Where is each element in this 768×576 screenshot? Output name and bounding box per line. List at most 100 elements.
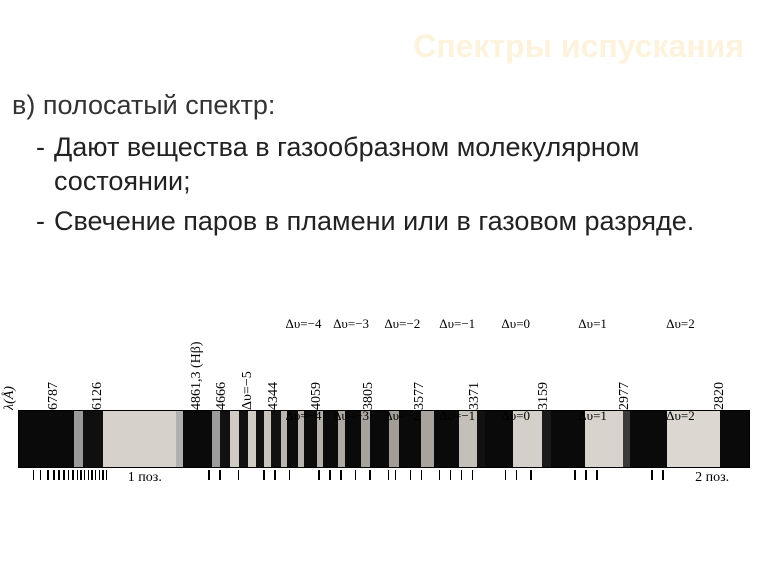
- scale-tick: [263, 470, 265, 480]
- wavelength-label: 2977: [617, 382, 633, 410]
- scale-tick: [439, 470, 441, 480]
- axis-label: λ(Å): [2, 386, 18, 410]
- scale-tick: [47, 470, 49, 480]
- spectrum-band: [630, 411, 667, 467]
- delta-v-label: Δυ=2: [666, 316, 695, 332]
- wavelength-label: 4861,3 (Hβ): [189, 341, 205, 410]
- bullet-item: Дают вещества в газообразном молекулярно…: [36, 131, 748, 199]
- scale-tick: [84, 470, 86, 480]
- scale-tick: [318, 470, 320, 480]
- scale-tick: [72, 470, 74, 480]
- content-block: в) полосатый спектр: Дают вещества в газ…: [12, 90, 748, 244]
- scale-tick: [410, 470, 412, 480]
- wavelength-label: 2820: [712, 382, 728, 410]
- scale-tick: [388, 470, 390, 480]
- spectrum-band: [19, 411, 74, 467]
- scale-tick: [530, 470, 532, 480]
- delta-v-label: Δυ=1: [578, 408, 607, 424]
- scale-tick: [53, 470, 55, 480]
- spectrum-band: [720, 411, 749, 467]
- delta-v-label: Δυ=−4: [285, 408, 321, 424]
- scale-tick: [505, 470, 507, 480]
- wavelength-label: 3577: [412, 382, 428, 410]
- wavelength-label: 4344: [266, 382, 282, 410]
- delta-v-label: Δυ=−1: [439, 316, 475, 332]
- scale-tick: [33, 470, 35, 480]
- scale-tick: [88, 470, 90, 480]
- scale-tick: [662, 470, 664, 480]
- scale-tick: [355, 470, 357, 480]
- scale-tick: [289, 470, 291, 480]
- spectrum-band: [271, 411, 281, 467]
- spectrum-band: [176, 411, 183, 467]
- scale-tick: [58, 470, 60, 480]
- wavelength-label: 3371: [467, 382, 483, 410]
- wavelength-labels-row: λ(Å) 678761264861,3 (Hβ)4666Δυ=−54344405…: [18, 330, 750, 410]
- spectrum-band: [103, 411, 176, 467]
- scale-tick: [99, 470, 101, 480]
- scale-label-2: 2 поз.: [695, 470, 729, 486]
- scale-tick: [472, 470, 474, 480]
- scale-tick: [63, 470, 65, 480]
- scale-row: 1 поз. 2 поз.: [18, 470, 750, 490]
- scale-tick: [329, 470, 331, 480]
- spectrum-band: [248, 411, 255, 467]
- scale-tick: [585, 470, 587, 480]
- spectrum-band: [183, 411, 212, 467]
- delta-v-label: Δυ=−4: [285, 316, 321, 332]
- wavelength-label: 6126: [90, 382, 106, 410]
- scale-tick: [596, 470, 598, 480]
- scale-tick: [516, 470, 518, 480]
- wavelength-label: 3805: [361, 382, 377, 410]
- scale-tick: [238, 470, 240, 480]
- spectrum-band: [542, 411, 551, 467]
- slide-title: Спектры испускания: [413, 28, 744, 65]
- delta-v-label: Δυ=−2: [384, 316, 420, 332]
- spectrum-band: [256, 411, 265, 467]
- scale-tick: [102, 470, 104, 480]
- scale-tick: [340, 470, 342, 480]
- scale-tick: [208, 470, 210, 480]
- spectrum-figure: λ(Å) 678761264861,3 (Hβ)4666Δυ=−54344405…: [18, 330, 750, 490]
- spectrum-band: [264, 411, 271, 467]
- wavelength-label: Δυ=−5: [240, 371, 256, 410]
- delta-v-label: Δυ=−3: [333, 408, 369, 424]
- scale-tick: [80, 470, 82, 480]
- scale-tick: [274, 470, 276, 480]
- delta-v-label: Δυ=1: [578, 316, 607, 332]
- spectrum-band: [74, 411, 83, 467]
- section-heading: в) полосатый спектр:: [12, 90, 748, 121]
- scale-tick: [395, 470, 397, 480]
- spectrum-band: [230, 411, 239, 467]
- scale-tick: [95, 470, 97, 480]
- bullet-list: Дают вещества в газообразном молекулярно…: [12, 131, 748, 238]
- scale-tick: [421, 470, 423, 480]
- scale-tick: [219, 470, 221, 480]
- wavelength-label: 6787: [46, 382, 62, 410]
- bullet-item: Свечение паров в пламени или в газовом р…: [36, 205, 748, 239]
- spectrum-band: [83, 411, 103, 467]
- scale-tick: [450, 470, 452, 480]
- delta-v-label: Δυ=2: [666, 408, 695, 424]
- scale-tick: [574, 470, 576, 480]
- scale-tick: [461, 470, 463, 480]
- spectrum-band: [212, 411, 219, 467]
- wavelength-label: 4666: [214, 382, 230, 410]
- spectrum-band: [623, 411, 630, 467]
- wavelength-label: 3159: [536, 382, 552, 410]
- delta-v-label: Δυ=−1: [439, 408, 475, 424]
- delta-v-label: Δυ=0: [501, 408, 530, 424]
- scale-label-1: 1 поз.: [128, 470, 162, 486]
- scale-tick: [369, 470, 371, 480]
- scale-tick: [77, 470, 79, 480]
- delta-v-label: Δυ=−3: [333, 316, 369, 332]
- scale-tick: [106, 470, 108, 480]
- spectrum-band: [477, 411, 486, 467]
- wavelength-label: 4059: [309, 382, 325, 410]
- spectrum-band: [239, 411, 248, 467]
- delta-v-label: Δυ=−2: [384, 408, 420, 424]
- spectrum-band: [220, 411, 230, 467]
- scale-tick: [40, 470, 42, 480]
- scale-tick: [651, 470, 653, 480]
- spectrum-band: [421, 411, 434, 467]
